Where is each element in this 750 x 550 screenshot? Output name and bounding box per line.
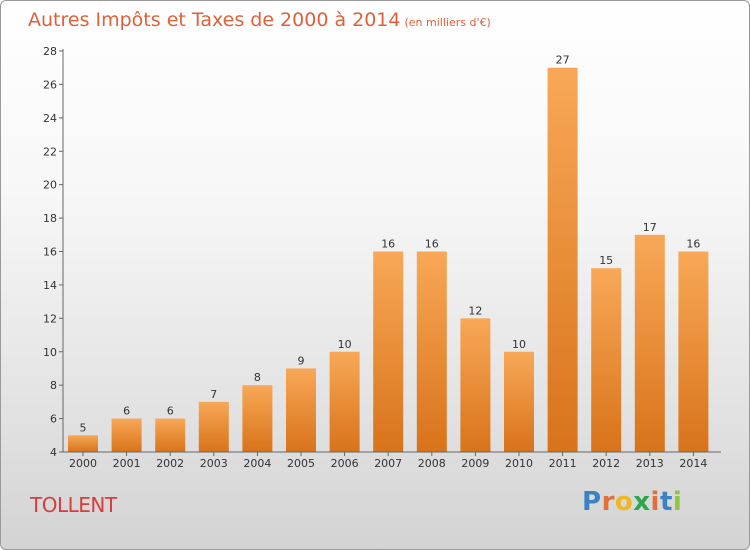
bar-value-label: 17 [643,221,657,234]
logo-letter: i [672,487,683,517]
chart-unit: (en milliers d'€) [404,16,491,29]
bar [591,268,622,452]
bar [416,251,447,452]
bar-value-label: 9 [298,354,305,367]
bar [504,351,534,452]
y-tick-label: 26 [43,78,57,91]
x-tick-label: 2004 [243,457,271,470]
bar-value-label: 16 [686,238,700,251]
logo-letter: P [582,487,602,517]
bar-value-label: 6 [167,405,174,418]
bar-value-label: 15 [599,254,613,267]
bar [286,368,316,452]
y-tick-label: 22 [43,145,57,158]
place-name: TOLLENT [30,493,117,517]
y-tick-label: 28 [43,45,57,58]
bar [460,318,491,452]
bar-series: 5 6 6 7 8 9 10 16 16 12 10 27 15 17 16 [68,54,709,452]
bar-value-label: 5 [80,421,87,434]
x-tick-label: 2001 [113,457,141,470]
x-tick-label: 2009 [461,457,489,470]
proxiti-logo: Proxiti [582,487,682,517]
x-tick-label: 2000 [69,457,97,470]
bar [547,67,578,452]
x-axis: 2000 2001 2002 2003 2004 2005 2006 2007 2008 2009… [63,451,721,470]
x-tick-label: 2003 [200,457,228,470]
logo-letter: i [650,487,660,517]
logo-letter: t [659,487,673,517]
x-tick-label: 2006 [331,457,359,470]
logo-letter: o [614,487,634,517]
chart-title-text: Autres Impôts et Taxes de 2000 à 2014 [28,9,401,31]
y-tick-label: 6 [50,413,57,426]
y-tick-label: 16 [43,246,57,259]
y-tick-label: 24 [43,112,57,125]
bar [111,418,142,452]
bar-value-label: 16 [425,238,439,251]
bar [155,418,186,452]
bar-value-label: 10 [338,338,352,351]
bar [68,435,98,452]
y-tick-label: 10 [43,346,57,359]
x-tick-label: 2010 [505,457,533,470]
x-tick-label: 2012 [592,457,620,470]
x-tick-label: 2014 [679,457,707,470]
x-tick-label: 2011 [549,457,577,470]
bar-value-label: 27 [556,54,570,67]
y-tick-label: 12 [43,312,57,325]
chart-title: Autres Impôts et Taxes de 2000 à 2014 (en… [28,9,491,31]
bar [329,351,360,452]
x-tick-label: 2005 [287,457,315,470]
y-tick-label: 8 [50,379,57,392]
bar [198,401,229,452]
bar-value-label: 16 [381,238,395,251]
y-tick-label: 18 [43,212,57,225]
logo-letter: x [633,487,651,517]
x-tick-label: 2002 [156,457,184,470]
bar [373,251,404,452]
y-axis: 4 6 8 10 12 14 16 18 20 22 24 26 28 [43,45,64,459]
y-tick-label: 4 [50,446,57,459]
x-tick-label: 2007 [374,457,402,470]
y-tick-label: 14 [43,279,57,292]
bar-value-label: 12 [468,304,482,317]
bar [678,251,709,452]
bar-value-label: 6 [123,405,130,418]
y-tick-label: 20 [43,179,57,192]
bar-value-label: 10 [512,338,526,351]
bar-value-label: 8 [254,371,261,384]
logo-letter: r [601,487,615,517]
bar-value-label: 7 [210,388,217,401]
bar [634,234,665,452]
bar [242,385,273,452]
x-tick-label: 2013 [636,457,664,470]
x-tick-label: 2008 [418,457,446,470]
